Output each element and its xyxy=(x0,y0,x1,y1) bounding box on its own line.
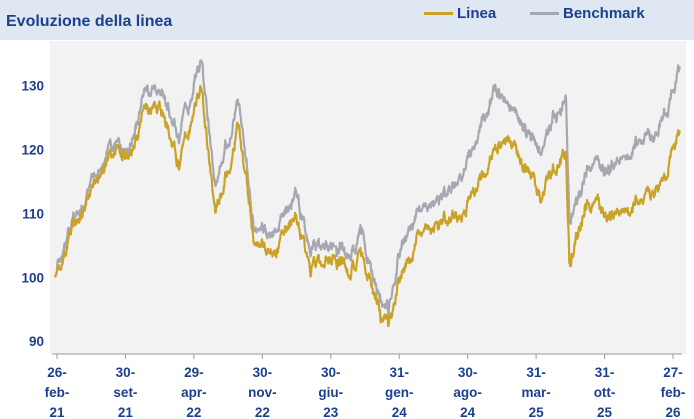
y-tick-label: 120 xyxy=(21,143,44,158)
y-tick-label: 130 xyxy=(21,79,44,94)
legend-label-benchmark: Benchmark xyxy=(563,5,645,22)
series-line-linea xyxy=(53,84,682,328)
x-tick-label: 30-set-21 xyxy=(113,365,137,419)
x-tick-label: 30-nov-22 xyxy=(248,365,277,419)
legend-swatch-benchmark xyxy=(530,12,559,15)
x-tick-label: 26-feb-21 xyxy=(45,365,70,419)
x-tick-label: 31-mar-25 xyxy=(521,365,550,419)
x-tick-label: 30-giu-23 xyxy=(318,365,343,419)
x-tick-label: 31-ott-25 xyxy=(594,365,616,419)
chart-header xyxy=(0,0,694,40)
x-tick-label: 30-ago-24 xyxy=(453,365,482,419)
y-tick-label: 110 xyxy=(22,206,44,221)
x-tick-label: 31-gen-24 xyxy=(385,365,414,419)
y-tick-label: 90 xyxy=(29,334,44,349)
chart-legend: Linea Benchmark xyxy=(0,5,694,29)
legend-label-linea: Linea xyxy=(457,5,497,22)
legend-item-benchmark: Benchmark xyxy=(530,5,645,22)
y-tick-label: 100 xyxy=(21,270,44,285)
series-line-benchmark xyxy=(53,59,682,315)
legend-item-linea: Linea xyxy=(424,5,496,22)
x-tick-label: 27-feb-26 xyxy=(661,365,686,419)
x-tick-label: 29-apr-22 xyxy=(181,365,207,419)
legend-swatch-linea xyxy=(424,12,453,15)
chart-title: Evoluzione della linea xyxy=(6,13,173,30)
